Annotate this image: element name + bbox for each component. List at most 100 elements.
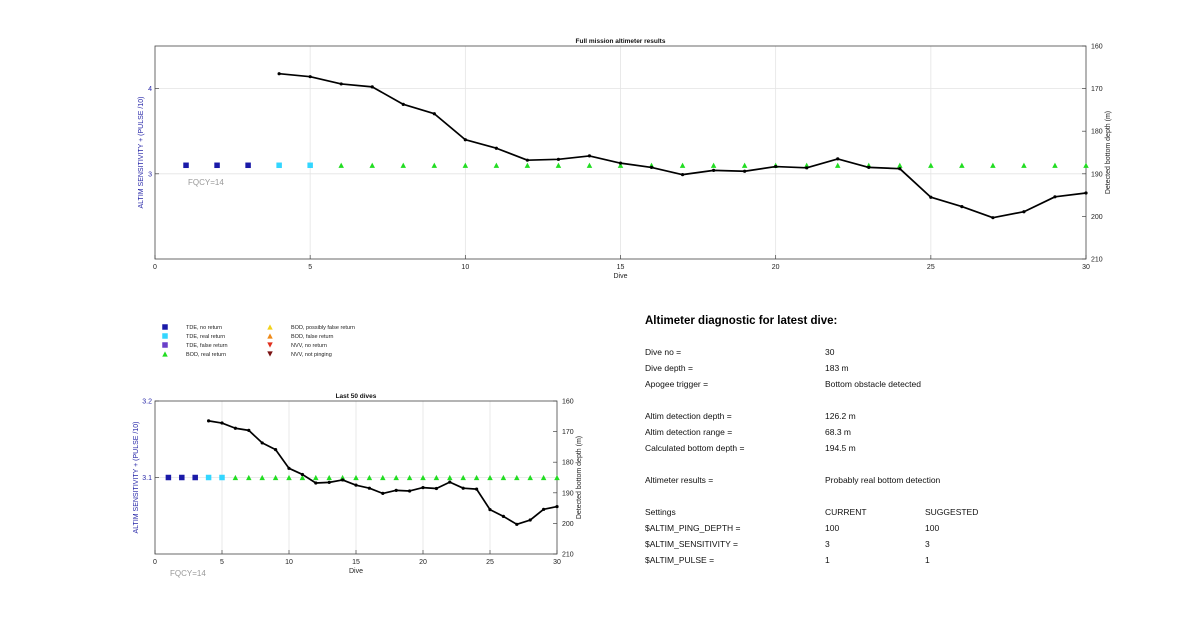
full-mission-marker-triangle-up — [897, 162, 903, 168]
full-mission-depth-point — [774, 164, 778, 169]
full-mission-marker-triangle-up — [959, 162, 965, 168]
full-mission-marker-triangle-up — [369, 162, 375, 168]
last-50-marker-triangle-up — [447, 474, 453, 481]
last-50-depth-point — [274, 448, 278, 452]
apogee-trigger-value: Bottom obstacle detected — [825, 379, 921, 389]
last-50-x-tick-label: 25 — [486, 559, 494, 566]
last-50-marker-triangle-up — [232, 474, 239, 481]
full-mission-x-axis-label: Dive — [613, 273, 627, 280]
last-50-depth-point — [207, 419, 211, 423]
full-mission-x-tick-label: 0 — [153, 264, 157, 271]
full-mission-marker-triangle-up — [1052, 162, 1058, 168]
full-mission-depth-point — [587, 154, 592, 158]
detection-range-label: Altim detection range = — [645, 427, 733, 437]
legend-marker-triangle-down — [267, 342, 273, 348]
full-mission-marker-square — [245, 162, 251, 169]
settings-header: Settings — [645, 507, 676, 517]
last-50-depth-point — [501, 514, 505, 518]
legend-item-label: TDE, real return — [186, 334, 225, 340]
full-mission-marker-triangle-up — [1021, 162, 1027, 168]
last-50-y-left-tick-label: 3.1 — [142, 475, 152, 482]
last-50-depth-point — [488, 508, 492, 512]
last-50-marker-triangle-up — [500, 474, 507, 481]
last-50-x-tick-label: 30 — [553, 559, 561, 566]
sensitivity-current: 3 — [825, 539, 830, 549]
full-mission-depth-point — [277, 72, 281, 76]
full-mission-depth-point — [370, 85, 374, 89]
full-mission-depth-point — [712, 168, 716, 172]
ping-depth-current: 100 — [825, 523, 840, 533]
pulse-current: 1 — [825, 555, 830, 565]
last-50-depth-point — [314, 481, 318, 485]
full-mission-depth-point — [867, 165, 871, 170]
full-mission-y-left-tick-label: 3 — [148, 171, 152, 178]
full-mission-y-left-tick-label: 4 — [148, 86, 152, 93]
full-mission-x-tick-label: 5 — [308, 264, 312, 271]
full-mission-depth-point — [463, 138, 467, 142]
last-50-marker-square — [165, 474, 172, 481]
last-50-depth-point — [341, 478, 345, 482]
last-50-marker-triangle-up — [460, 474, 466, 481]
last-50-y-right-tick-label: 160 — [562, 399, 574, 406]
last-50-marker-triangle-up — [393, 474, 399, 481]
ping-depth-label: $ALTIM_PING_DEPTH = — [645, 523, 741, 533]
full-mission-marker-square — [307, 162, 313, 169]
full-mission-y-right-tick-label: 210 — [1091, 257, 1103, 264]
full-mission-marker-triangle-up — [586, 162, 593, 168]
diagnostic-title: Altimeter diagnostic for latest dive: — [645, 315, 838, 327]
last-50-depth-point — [247, 428, 251, 432]
last-50-marker-triangle-up — [406, 474, 413, 481]
last-50-marker-square — [192, 474, 198, 481]
last-50-y-right-tick-label: 210 — [562, 552, 574, 559]
sensitivity-label: $ALTIM_SENSITIVITY = — [645, 539, 738, 549]
legend-item-label: BOD, real return — [186, 352, 226, 358]
full-mission-marker-triangle-up — [679, 162, 686, 168]
pulse-label: $ALTIM_PULSE = — [645, 555, 715, 565]
dive-no-value: 30 — [825, 347, 835, 357]
full-mission-marker-triangle-up — [1083, 162, 1089, 168]
legend-marker-triangle-down — [267, 351, 273, 357]
full-mission-y-right-tick-label: 170 — [1091, 86, 1103, 93]
last-50-x-tick-label: 5 — [220, 559, 224, 566]
last-50-marker-triangle-up — [272, 474, 279, 481]
full-mission-depth-point — [805, 166, 809, 170]
last-50-x-tick-label: 15 — [352, 559, 360, 566]
full-mission-depth-point — [308, 75, 312, 79]
last-50-x-tick-label: 20 — [419, 559, 427, 566]
full-mission-marker-triangle-up — [338, 162, 344, 168]
legend-item-label: TDE, no return — [186, 325, 222, 331]
full-mission-fqcy-annotation: FQCY=14 — [188, 178, 224, 187]
full-mission-marker-triangle-up — [555, 162, 562, 168]
last-50-marker-triangle-up — [527, 474, 533, 481]
last-50-marker-triangle-up — [366, 474, 373, 481]
last-50-marker-triangle-up — [514, 474, 520, 481]
legend-marker-triangle-up — [267, 333, 273, 339]
legend-item-label: TDE, false return — [186, 343, 228, 349]
last-50-x-tick-label: 10 — [285, 559, 293, 566]
full-mission-depth-point — [401, 102, 405, 106]
last-50-marker-triangle-up — [259, 474, 265, 481]
last-50-x-axis-label: Dive — [349, 568, 363, 575]
full-mission-marker-triangle-up — [431, 162, 438, 168]
last-50-marker-square — [179, 474, 185, 481]
full-mission-marker-triangle-up — [493, 162, 500, 168]
legend-marker-triangle-up — [162, 351, 168, 357]
last-50-depth-point — [434, 486, 438, 491]
last-50-depth-point — [354, 483, 358, 487]
calculated-depth-value: 194.5 m — [825, 443, 856, 453]
last-50-y-right-tick-label: 200 — [562, 521, 574, 528]
dive-depth-label: Dive depth = — [645, 363, 693, 373]
last-50-marker-triangle-up — [420, 474, 426, 481]
last-50-marker-triangle-up — [339, 474, 346, 481]
full-mission-depth-point — [898, 167, 902, 171]
last-50-depth-point — [381, 491, 385, 496]
full-mission-depth-point — [432, 112, 436, 116]
last-50-marker-triangle-up — [540, 474, 547, 481]
full-mission-marker-triangle-up — [710, 162, 717, 168]
last-50-depth-point — [367, 486, 371, 490]
last-50-y-left-axis-label: ALTIM SENSITIVITY + (PULSE /10) — [133, 422, 140, 534]
legend-marker-square — [162, 342, 168, 348]
last-50-marker-triangle-up — [433, 474, 440, 481]
last-50-depth-point — [260, 441, 264, 445]
